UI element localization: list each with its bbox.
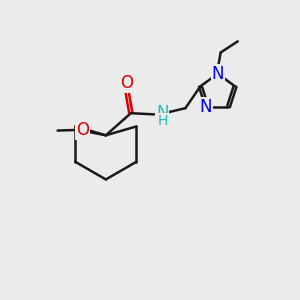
Text: O: O [76,121,89,139]
Text: N: N [156,104,169,122]
Text: H: H [157,114,168,128]
Text: O: O [120,74,133,92]
Text: N: N [199,98,212,116]
Text: N: N [212,65,224,83]
